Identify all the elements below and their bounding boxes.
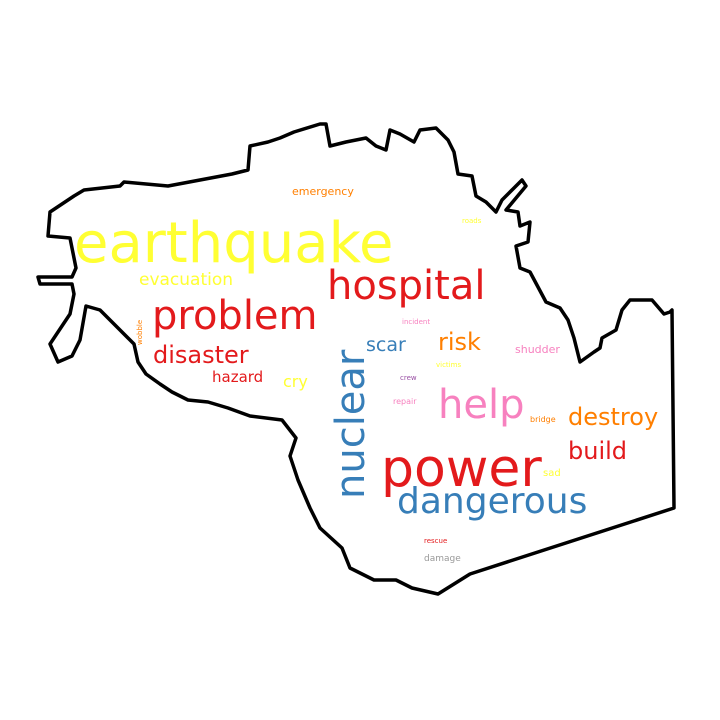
word-disaster: disaster (153, 341, 249, 369)
word-problem: problem (152, 293, 318, 339)
word-incident: incident (402, 318, 431, 326)
word-rescue: rescue (424, 537, 448, 545)
word-damage: damage (424, 554, 461, 564)
word-nuclear: nuclear (328, 349, 374, 499)
word-power: power (381, 439, 542, 499)
word-repair: repair (393, 397, 417, 406)
word-hazard: hazard (212, 368, 264, 386)
word-risk: risk (438, 328, 481, 356)
word-wobble: wobble (136, 319, 144, 345)
word-emergency: emergency (292, 185, 354, 198)
word-destroy: destroy (568, 403, 659, 431)
word-crew: crew (400, 374, 417, 382)
word-scar: scar (366, 334, 406, 356)
word-sad: sad (543, 468, 561, 479)
word-build: build (568, 437, 628, 465)
word-dangerous: dangerous (397, 481, 588, 522)
word-roads: roads (462, 217, 482, 225)
word-hospital: hospital (327, 263, 486, 309)
word-shudder: shudder (515, 343, 560, 356)
word-bridge: bridge (530, 415, 556, 424)
word-help: help (438, 382, 525, 428)
region-outline-path (36, 122, 676, 596)
word-victims: victims (436, 361, 462, 369)
word-cry: cry (283, 372, 308, 391)
word-evacuation: evacuation (139, 270, 234, 290)
word-earthquake: earthquake (74, 211, 394, 276)
